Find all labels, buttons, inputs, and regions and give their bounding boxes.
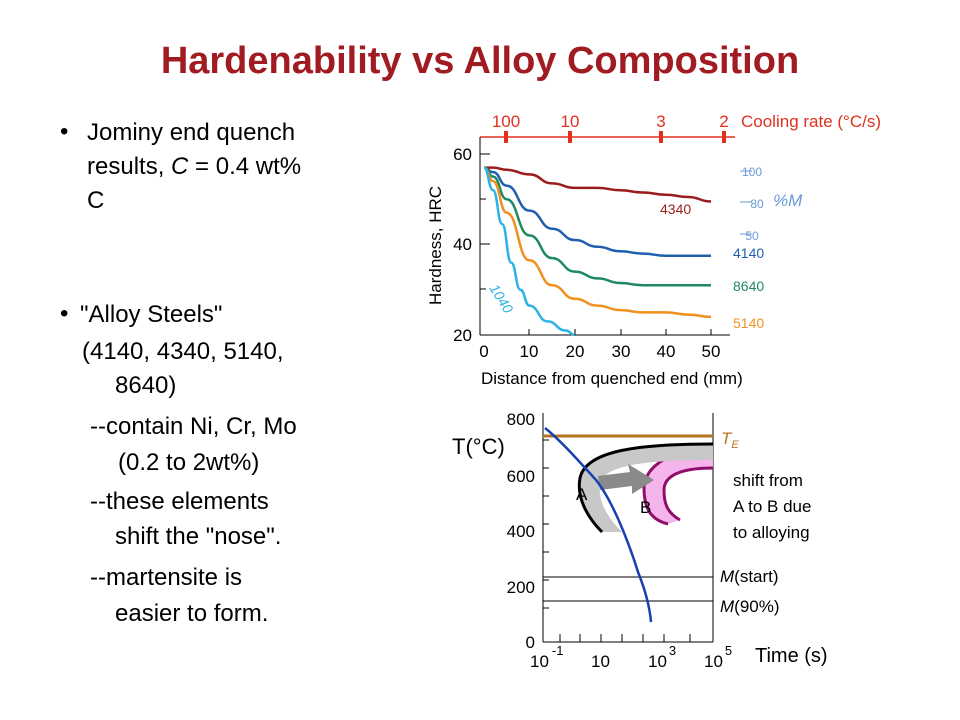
jominy-x-tick-label: 20 (566, 342, 585, 361)
cooling-rate-tick-label: 2 (719, 112, 728, 131)
series-line-4340 (484, 166, 712, 203)
jominy-x-tick-label: 50 (702, 342, 721, 361)
series-label-4340: 4340 (660, 201, 691, 217)
series-line-1040 (483, 166, 575, 337)
cooling-rate-tick-label: 100 (492, 112, 520, 131)
bullet-1-line-1: Jominy end quench (87, 119, 296, 146)
bullet-2-line-8: --martensite is (90, 564, 243, 591)
martensite-scale: 100 80 50 %M (740, 165, 803, 243)
martensite-tick-label: 50 (745, 229, 759, 243)
cooling-rate-scale: 100 10 3 2 Cooling rate (°C/s) (480, 112, 881, 143)
jominy-x-ticks (528, 329, 712, 335)
series-label-5140: 5140 (733, 315, 764, 331)
jominy-y-axis-label: Hardness, HRC (426, 186, 445, 305)
series-label-4140: 4140 (733, 245, 764, 261)
jominy-x-axis-label: Distance from quenched end (mm) (481, 369, 743, 388)
jominy-y-tick-label: 40 (453, 235, 472, 254)
bullet-2-line-2: (4140, 4340, 5140, (82, 338, 284, 365)
jominy-x-tick-label: 0 (479, 342, 488, 361)
bullet-dot: • (60, 300, 69, 327)
bullet-2-line-1: "Alloy Steels" (80, 301, 223, 328)
jominy-y-ticks (480, 153, 490, 290)
series-label-1040: 1040 (486, 281, 516, 316)
bullet-2-line-3: 8640) (115, 372, 177, 399)
jominy-y-tick-label: 20 (453, 326, 472, 345)
bullet-2-line-5: (0.2 to 2wt%) (118, 449, 260, 476)
series-line-8640 (483, 166, 711, 287)
bullet-2-line-6: --these elements (90, 488, 269, 515)
bullet-dot: • (60, 118, 69, 145)
bullet-1-line-3: C (87, 187, 105, 214)
cooling-rate-axis-label: Cooling rate (°C/s) (741, 112, 881, 131)
bullet-1-line-2: results, C = 0.4 wt% (87, 153, 302, 180)
martensite-tick-label: 100 (742, 165, 762, 179)
series-line-5140 (483, 166, 712, 319)
bullet-2-line-4: --contain Ni, Cr, Mo (90, 413, 297, 440)
jominy-x-tick-label: 40 (657, 342, 676, 361)
slide-title: Hardenability vs Alloy Composition (160, 40, 800, 82)
bullet-2-line-7: shift the "nose". (115, 523, 282, 550)
cooling-rate-tick-label: 3 (656, 112, 665, 131)
jominy-x-tick-label: 30 (612, 342, 631, 361)
jominy-y-tick-label: 60 (453, 145, 472, 164)
martensite-axis-label: %M (773, 191, 803, 210)
martensite-tick-label: 80 (750, 197, 764, 211)
bullet-2-line-9: easier to form. (115, 600, 269, 627)
jominy-x-tick-label: 10 (520, 342, 539, 361)
cooling-rate-tick-label: 10 (561, 112, 580, 131)
series-label-8640: 8640 (733, 278, 764, 294)
series-line-4140 (483, 166, 711, 258)
